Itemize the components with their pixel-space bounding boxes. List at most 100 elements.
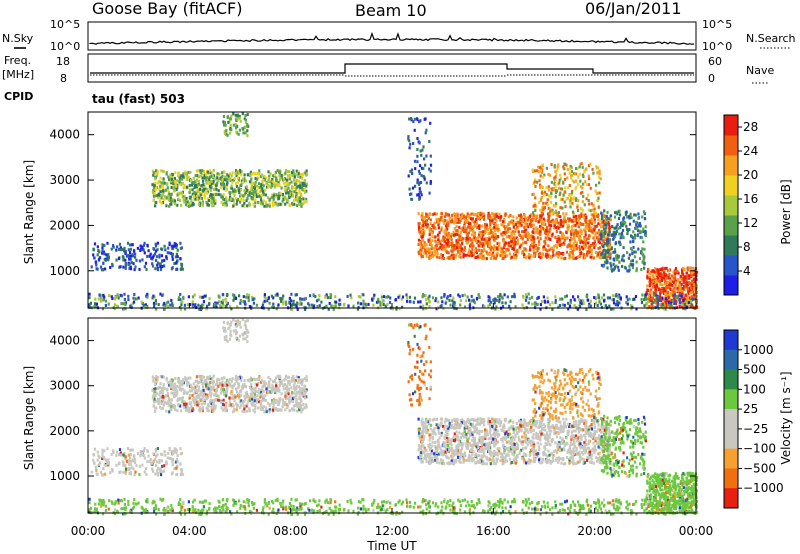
power-echo-cell xyxy=(279,296,282,300)
power-echo-cell xyxy=(294,173,297,177)
power-echo-cell xyxy=(186,178,189,181)
power-echo-cell xyxy=(213,302,216,306)
power-echo-cell xyxy=(686,295,689,299)
velocity-echo-cell xyxy=(269,390,272,394)
power-echo-cell xyxy=(96,245,99,249)
power-echo-cell xyxy=(612,298,615,302)
power-echo-cell xyxy=(568,256,571,260)
power-echo-cell xyxy=(504,226,507,230)
power-echo-cell xyxy=(165,204,168,208)
power-colorbar-swatch xyxy=(724,255,738,276)
power-echo-cell xyxy=(688,266,691,270)
power-echo-cell xyxy=(554,295,557,299)
power-echo-cell xyxy=(298,302,301,306)
power-echo-cell xyxy=(640,236,644,240)
power-echo-cell xyxy=(284,189,287,193)
power-echo-cell xyxy=(429,222,432,226)
power-echo-cell xyxy=(625,301,628,305)
velocity-echo-cell xyxy=(243,382,246,386)
power-echo-cell xyxy=(174,171,177,175)
power-echo-cell xyxy=(469,228,472,232)
power-echo-cell xyxy=(280,299,283,303)
power-echo-cell xyxy=(483,237,486,241)
power-echo-cell xyxy=(661,283,664,287)
power-echo-cell xyxy=(633,250,636,254)
power-echo-cell xyxy=(441,245,444,249)
velocity-echo-cell xyxy=(203,382,206,386)
power-echo-cell xyxy=(540,185,543,189)
freq-series xyxy=(90,63,694,74)
power-echo-cell xyxy=(296,307,299,311)
power-echo-cell xyxy=(547,253,550,257)
power-echo-cell xyxy=(521,235,524,239)
velocity-echo-cell xyxy=(190,386,194,390)
power-echo-cell xyxy=(206,304,209,308)
power-echo-cell xyxy=(590,217,593,221)
power-echo-cell xyxy=(604,252,607,256)
power-echo-cell xyxy=(152,247,155,250)
power-echo-cell xyxy=(401,305,404,309)
power-echo-cell xyxy=(433,247,436,250)
power-echo-cell xyxy=(421,216,424,220)
power-echo-cell xyxy=(555,189,558,193)
power-echo-cell xyxy=(417,193,420,197)
power-echo-cell xyxy=(536,180,539,184)
power-echo-cell xyxy=(219,304,222,307)
power-echo-cell xyxy=(545,237,548,241)
power-echo-cell xyxy=(602,264,605,268)
power-echo-cell xyxy=(294,182,297,186)
power-echo-cell xyxy=(352,304,355,308)
power-echo-cell xyxy=(524,298,528,302)
power-echo-cell xyxy=(693,280,696,284)
power-echo-cell xyxy=(467,231,471,235)
power-echo-cell xyxy=(246,124,249,128)
power-echo-cell xyxy=(272,180,275,184)
power-echo-cell xyxy=(503,230,506,234)
velocity-echo-cell xyxy=(171,380,174,384)
power-echo-cell xyxy=(638,257,642,261)
power-echo-cell xyxy=(189,170,192,174)
power-echo-cell xyxy=(166,188,170,192)
power-echo-cell xyxy=(320,300,323,304)
power-echo-cell xyxy=(673,295,676,299)
power-echo-cell xyxy=(454,247,457,251)
power-echo-cell xyxy=(461,237,464,241)
power-echo-cell xyxy=(202,189,205,193)
power-echo-cell xyxy=(446,234,449,238)
power-echo-cell xyxy=(635,223,638,227)
power-echo-cell xyxy=(695,294,698,298)
power-echo-cell xyxy=(484,231,487,235)
power-echo-cell xyxy=(540,215,543,219)
power-echo-cell xyxy=(302,197,305,201)
power-echo-cell xyxy=(607,237,610,241)
power-echo-cell xyxy=(557,186,561,190)
velocity-echo-cell xyxy=(281,398,284,402)
power-echo-cell xyxy=(580,299,583,303)
power-echo-cell xyxy=(420,214,423,218)
power-echo-cell xyxy=(407,174,410,178)
power-echo-cell xyxy=(100,296,103,300)
power-echo-cell xyxy=(419,305,422,309)
power-echo-cell xyxy=(371,298,374,302)
power-echo-cell xyxy=(656,301,659,305)
power-echo-cell xyxy=(242,131,245,135)
power-echo-cell xyxy=(530,234,533,238)
power-echo-cell xyxy=(514,242,517,246)
power-echo-cell xyxy=(167,194,170,198)
power-echo-cell xyxy=(668,273,671,276)
power-echo-cell xyxy=(275,176,278,180)
power-echo-cell xyxy=(527,252,530,256)
power-echo-cell xyxy=(293,303,296,307)
power-echo-cell xyxy=(275,178,278,182)
power-echo-cell xyxy=(550,224,553,228)
power-echo-cell xyxy=(211,203,214,206)
power-echo-cell xyxy=(411,186,415,190)
power-echo-cell xyxy=(613,215,617,219)
power-echo-cell xyxy=(635,250,638,254)
power-echo-cell xyxy=(278,178,281,182)
power-echo-cell xyxy=(93,242,97,246)
power-echo-cell xyxy=(176,255,179,259)
power-echo-cell xyxy=(388,300,392,304)
power-echo-cell xyxy=(531,230,534,234)
